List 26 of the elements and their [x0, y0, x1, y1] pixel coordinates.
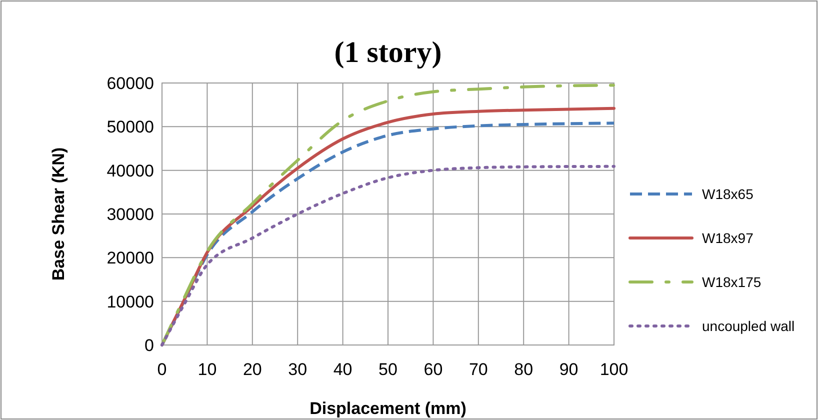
x-tick-label: 50: [378, 360, 398, 379]
chart-title: (1 story): [334, 36, 442, 69]
x-tick-label: 40: [333, 360, 352, 379]
y-tick-label: 20000: [106, 248, 154, 268]
y-tick-label: 50000: [106, 118, 154, 137]
legend-label: W18x175: [702, 274, 762, 290]
x-tick-label: 20: [242, 360, 262, 379]
y-tick-label: 0: [144, 336, 154, 355]
x-tick-label: 70: [468, 360, 488, 379]
x-tick-label: 10: [198, 360, 217, 379]
y-axis-title: Base Shear (KN): [49, 147, 68, 281]
legend-label: W18x65: [702, 186, 754, 202]
legend-label: W18x97: [702, 230, 754, 246]
x-tick-label: 100: [600, 360, 628, 379]
y-tick-label: 10000: [106, 292, 154, 312]
y-tick-label: 60000: [106, 74, 154, 93]
line-series: [160, 164, 616, 346]
legend-label: uncoupled wall: [702, 318, 795, 334]
x-tick-label: 0: [157, 360, 167, 379]
x-tick-label: 30: [288, 360, 308, 379]
y-tick-label: 30000: [106, 205, 154, 224]
x-tick-label: 90: [559, 360, 578, 379]
x-axis-title: Displacement (mm): [310, 399, 466, 418]
x-tick-label: 60: [424, 360, 443, 379]
x-tick-label: 80: [514, 360, 534, 379]
y-tick-label: 40000: [106, 161, 154, 180]
